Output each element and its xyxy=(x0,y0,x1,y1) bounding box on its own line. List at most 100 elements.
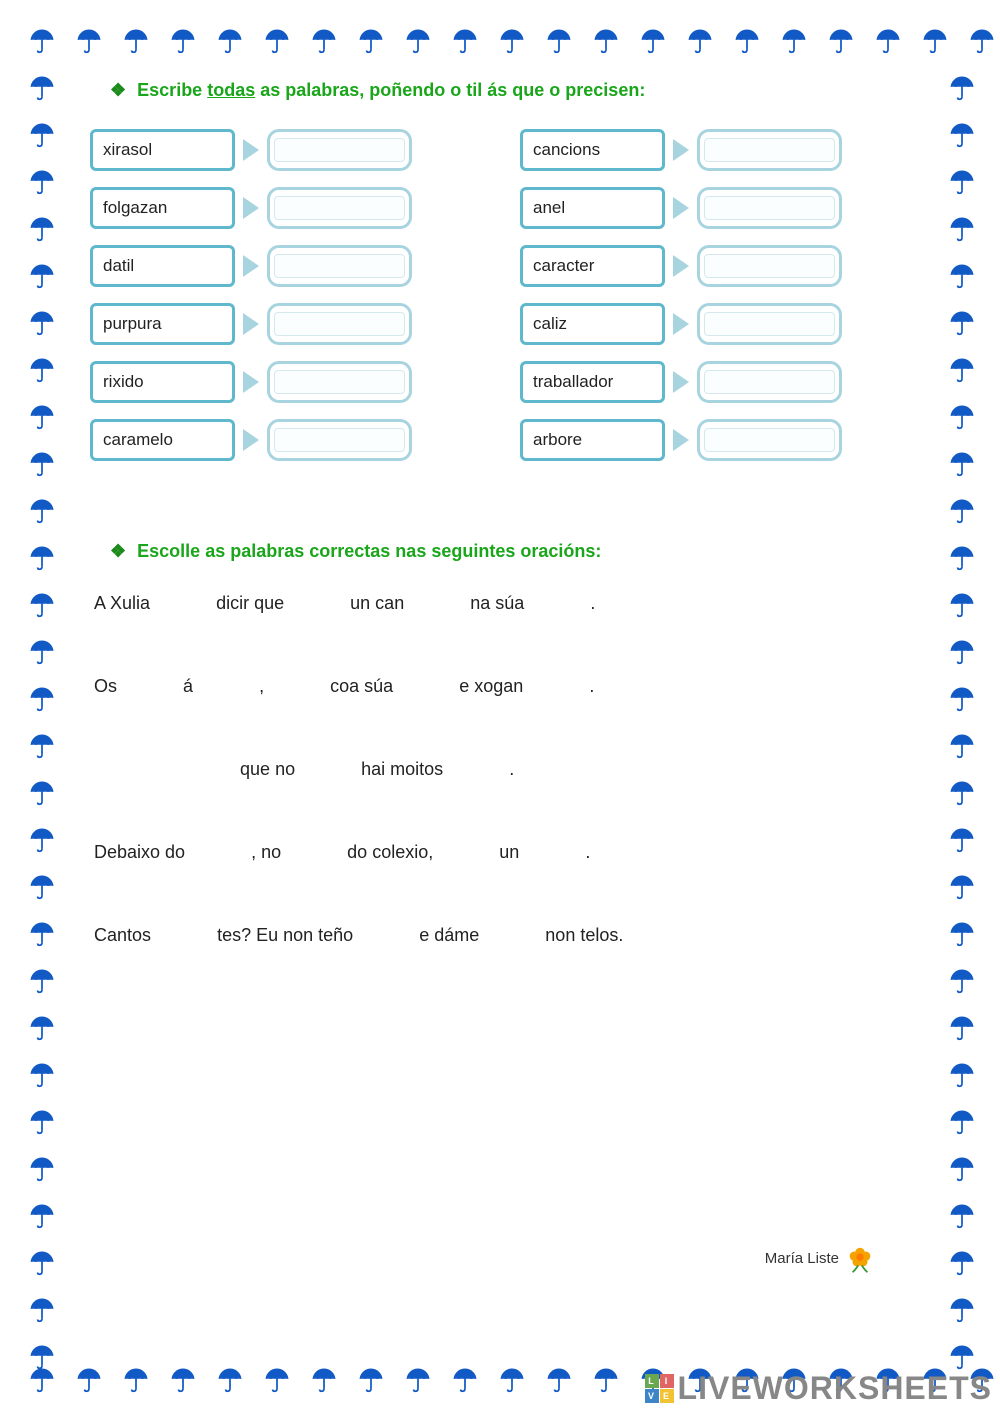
fill-gap[interactable] xyxy=(198,673,254,700)
word-box: traballador xyxy=(520,361,665,403)
sentence-text: . xyxy=(509,759,514,779)
answer-box xyxy=(267,245,412,287)
fill-gap[interactable] xyxy=(524,839,580,866)
sentence-text: na súa xyxy=(470,593,524,613)
fill-gap[interactable] xyxy=(528,673,584,700)
word-row: anel xyxy=(520,187,910,229)
answer-input[interactable] xyxy=(704,312,835,336)
arrow-icon xyxy=(243,429,259,451)
umbrella-icon xyxy=(28,1365,56,1393)
fill-gap[interactable] xyxy=(122,673,178,700)
word-box: xirasol xyxy=(90,129,235,171)
fill-gap[interactable] xyxy=(190,839,246,866)
answer-input[interactable] xyxy=(704,138,835,162)
arrow-icon xyxy=(673,429,689,451)
word-row: caramelo xyxy=(90,419,480,461)
sentence-text: coa súa xyxy=(330,676,393,696)
exercise2-instruction: ❖ Escolle as palabras correctas nas segu… xyxy=(110,541,910,562)
author-name: María Liste xyxy=(765,1250,839,1267)
arrow-icon xyxy=(243,313,259,335)
word-box: caramelo xyxy=(90,419,235,461)
umbrella-icon xyxy=(263,1365,291,1393)
word-row: traballador xyxy=(520,361,910,403)
fill-gap[interactable] xyxy=(529,590,585,617)
answer-box xyxy=(267,361,412,403)
fill-gap[interactable] xyxy=(156,922,212,949)
word-box: anel xyxy=(520,187,665,229)
word-row: rixido xyxy=(90,361,480,403)
fill-gap[interactable] xyxy=(300,756,356,783)
word-box: folgazan xyxy=(90,187,235,229)
word-box: datil xyxy=(90,245,235,287)
fill-gap[interactable] xyxy=(484,922,540,949)
sentence-text: tes? Eu non teño xyxy=(217,925,353,945)
word-box: cancions xyxy=(520,129,665,171)
author-credit: María Liste xyxy=(765,1243,875,1273)
umbrella-icon xyxy=(75,1365,103,1393)
fill-gap[interactable] xyxy=(409,590,465,617)
sentence-text: Cantos xyxy=(94,925,151,945)
badge-cell: V xyxy=(645,1389,659,1403)
word-box: arbore xyxy=(520,419,665,461)
sentence: Debaixo do , no do colexio, un . xyxy=(94,839,910,866)
sentence-text: hai moitos xyxy=(361,759,443,779)
sentence-text: e dáme xyxy=(419,925,479,945)
sentence: Os á , coa súa e xogan . xyxy=(94,673,910,700)
sentence-text: . xyxy=(590,593,595,613)
answer-input[interactable] xyxy=(704,428,835,452)
sentence-text: non telos. xyxy=(545,925,623,945)
fill-gap[interactable] xyxy=(94,756,174,783)
answer-input[interactable] xyxy=(704,196,835,220)
fill-gap[interactable] xyxy=(155,590,211,617)
fill-gap[interactable] xyxy=(289,590,345,617)
word-row: caliz xyxy=(520,303,910,345)
answer-input[interactable] xyxy=(274,254,405,278)
word-row: cancions xyxy=(520,129,910,171)
answer-input[interactable] xyxy=(704,370,835,394)
answer-input[interactable] xyxy=(704,254,835,278)
sentence-text: . xyxy=(585,842,590,862)
answer-input[interactable] xyxy=(274,312,405,336)
badge-cell: E xyxy=(660,1389,674,1403)
answer-input[interactable] xyxy=(274,370,405,394)
umbrella-icon xyxy=(357,1365,385,1393)
sentence-text: á xyxy=(183,676,193,696)
sentence: que no hai moitos . xyxy=(94,756,910,783)
instruction1-suffix: as palabras, poñendo o til ás que o prec… xyxy=(255,80,645,100)
fill-gap[interactable] xyxy=(179,756,235,783)
umbrella-icon xyxy=(968,26,996,54)
word-row: arbore xyxy=(520,419,910,461)
word-row: folgazan xyxy=(90,187,480,229)
sentence-text: A Xulia xyxy=(94,593,150,613)
umbrella-icon xyxy=(310,1365,338,1393)
umbrella-icon xyxy=(122,1365,150,1393)
arrow-icon xyxy=(673,139,689,161)
answer-input[interactable] xyxy=(274,138,405,162)
fill-gap[interactable] xyxy=(286,839,342,866)
sentence: A Xulia dicir que un can na súa . xyxy=(94,590,910,617)
answer-box xyxy=(267,187,412,229)
fill-gap[interactable] xyxy=(358,922,414,949)
fill-gap[interactable] xyxy=(448,756,504,783)
sentence-text: Os xyxy=(94,676,117,696)
watermark-text: LIVEWORKSHEETS xyxy=(678,1370,992,1407)
answer-box xyxy=(267,419,412,461)
liveworksheets-watermark: LIVE LIVEWORKSHEETS xyxy=(645,1370,992,1407)
word-row: datil xyxy=(90,245,480,287)
exercise1-instruction: ❖ Escribe todas as palabras, poñendo o t… xyxy=(110,80,910,101)
badge-cell: L xyxy=(645,1374,659,1388)
answer-box xyxy=(697,361,842,403)
fill-gap[interactable] xyxy=(269,673,325,700)
fill-gap[interactable] xyxy=(438,839,494,866)
badge-cell: I xyxy=(660,1374,674,1388)
fill-gap[interactable] xyxy=(398,673,454,700)
answer-input[interactable] xyxy=(274,428,405,452)
answer-input[interactable] xyxy=(274,196,405,220)
instruction2-text: Escolle as palabras correctas nas seguin… xyxy=(137,541,601,561)
arrow-icon xyxy=(243,139,259,161)
word-box: caracter xyxy=(520,245,665,287)
sentence-text: , no xyxy=(251,842,281,862)
sentence-block: A Xulia dicir que un can na súa . Os á ,… xyxy=(90,590,910,949)
arrow-icon xyxy=(243,255,259,277)
bullet-icon: ❖ xyxy=(110,80,126,100)
